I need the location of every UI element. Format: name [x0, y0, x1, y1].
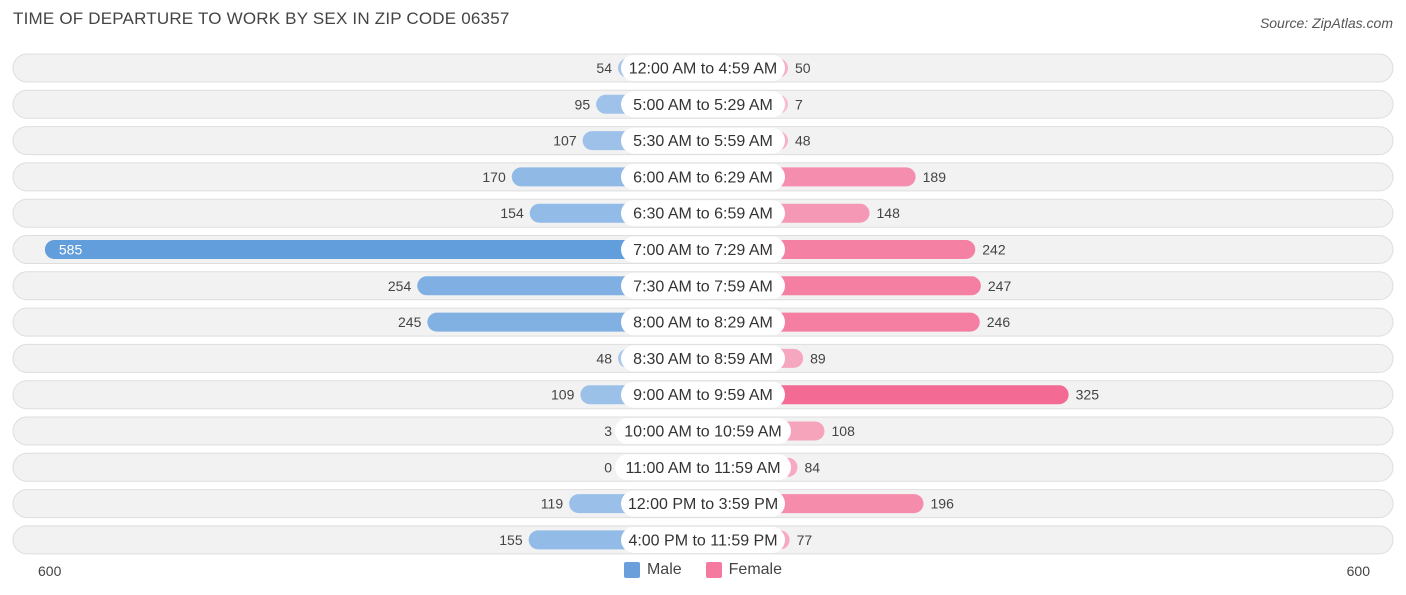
value-label-male: 109: [551, 387, 575, 403]
value-label-female: 84: [805, 459, 821, 475]
axis-right-label: 600: [1346, 563, 1370, 579]
category-label: 7:30 AM to 7:59 AM: [633, 278, 773, 295]
chart-title: TIME OF DEPARTURE TO WORK BY SEX IN ZIP …: [13, 9, 510, 28]
category-pill: [621, 200, 785, 227]
value-label-female: 7: [795, 96, 803, 112]
value-label-male: 54: [596, 60, 612, 76]
value-label-male: 3: [604, 423, 612, 439]
legend-swatch-male: [623, 562, 640, 578]
category-label: 12:00 PM to 3:59 PM: [628, 496, 778, 513]
category-pill: [621, 526, 785, 553]
value-label-female: 108: [832, 423, 856, 439]
legend: Male Female: [0, 561, 1406, 579]
value-label-female: 196: [931, 496, 955, 512]
value-label-female: 48: [795, 133, 811, 149]
legend-swatch-female: [705, 562, 722, 578]
value-label-female: 325: [1076, 387, 1100, 403]
value-label-male: 245: [398, 314, 422, 330]
category-label: 11:00 AM to 11:59 AM: [625, 460, 780, 477]
value-label-male: 585: [59, 242, 83, 258]
chart-source: Source: ZipAtlas.com: [1259, 15, 1393, 31]
value-label-female: 50: [795, 60, 811, 76]
value-label-female: 246: [987, 314, 1011, 330]
axis-left-label: 600: [38, 563, 62, 579]
value-label-male: 155: [499, 532, 523, 548]
category-label: 12:00 AM to 4:59 AM: [629, 61, 778, 78]
category-pill: [621, 55, 785, 81]
category-label: 5:30 AM to 5:59 AM: [633, 133, 773, 150]
category-label: 7:00 AM to 7:29 AM: [633, 242, 773, 259]
legend-item-female[interactable]: Female: [705, 561, 783, 579]
value-label-female: 247: [988, 278, 1012, 294]
value-label-male: 48: [596, 350, 612, 366]
category-pill: [621, 381, 785, 408]
category-label: 8:30 AM to 8:59 AM: [633, 351, 773, 368]
value-label-female: 242: [982, 242, 1006, 258]
category-pill: [615, 418, 791, 444]
value-label-female: 77: [797, 532, 813, 548]
value-label-male: 254: [388, 278, 412, 294]
value-label-male: 0: [604, 459, 612, 475]
category-label: 10:00 AM to 10:59 AM: [624, 424, 781, 441]
value-label-male: 170: [482, 169, 506, 185]
category-pill: [621, 490, 785, 517]
value-label-female: 89: [810, 350, 826, 366]
category-label: 8:00 AM to 8:29 AM: [633, 315, 773, 332]
category-pill: [621, 163, 785, 190]
value-label-male: 119: [541, 496, 564, 512]
category-label: 4:00 PM to 11:59 PM: [628, 532, 777, 549]
category-pill: [621, 91, 785, 118]
category-pill: [621, 309, 785, 336]
category-pill: [615, 454, 791, 481]
category-label: 6:00 AM to 6:29 AM: [633, 169, 773, 186]
category-label: 5:00 AM to 5:29 AM: [633, 97, 773, 114]
value-label-male: 107: [553, 133, 577, 149]
category-label: 6:30 AM to 6:59 AM: [633, 206, 773, 223]
category-pill: [621, 236, 785, 263]
category-pill: [621, 272, 785, 299]
value-label-male: 95: [575, 96, 591, 112]
value-label-female: 189: [923, 169, 947, 185]
chart-area: 12:00 AM to 4:59 AM 54 50 5:00 AM to 5:29 A…: [12, 53, 1394, 555]
category-label: 9:00 AM to 9:59 AM: [633, 387, 773, 404]
category-pill: [621, 127, 785, 154]
legend-item-male[interactable]: Male: [623, 561, 682, 579]
value-label-female: 148: [877, 205, 901, 221]
value-label-male: 154: [500, 205, 524, 221]
category-pill: [621, 345, 785, 372]
bar-female: [703, 385, 1069, 405]
legend-label-male: Male: [646, 561, 682, 578]
bar-male: [44, 240, 703, 259]
legend-label-female: Female: [728, 561, 783, 578]
